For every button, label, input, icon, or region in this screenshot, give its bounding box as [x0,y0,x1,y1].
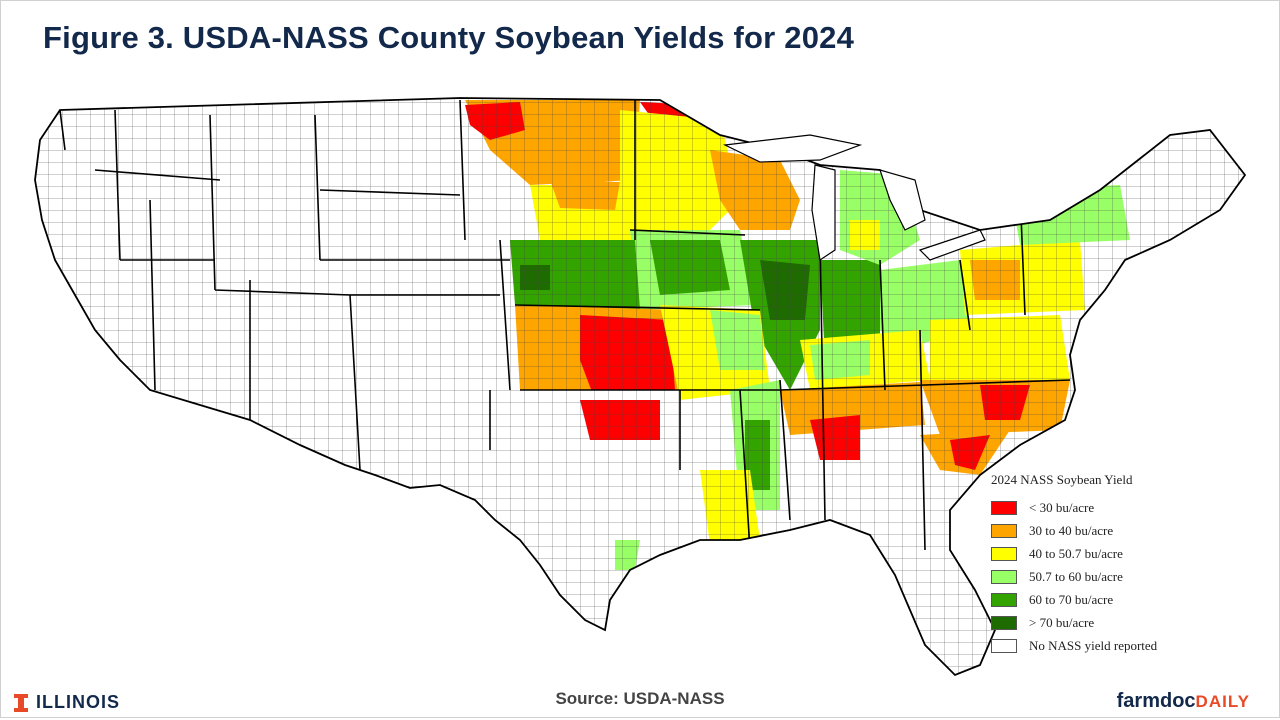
state-boundaries [59,99,1071,551]
illinois-wordmark: ILLINOIS [36,692,120,712]
great-lakes [722,134,986,262]
source-caption: Source: USDA-NASS [555,689,725,708]
legend-item: No NASS yield reported [985,634,1185,657]
legend-label: 50.7 to 60 bu/acre [1029,568,1123,584]
legend-label: 40 to 50.7 bu/acre [1029,545,1123,561]
block-i-icon [14,693,28,712]
lake-superior [722,134,863,163]
legend-label: < 30 bu/acre [1029,499,1095,515]
illinois-logo: ILLINOIS [14,692,120,713]
legend-label: 60 to 70 bu/acre [1029,591,1114,607]
legend-label: 30 to 40 bu/acre [1029,522,1114,538]
legend-item: > 70 bu/acre [985,611,1185,634]
legend-swatch [991,569,1017,584]
farmdoc-daily-logo: farmdocDAILY [1117,690,1250,713]
legend-swatch [991,592,1017,607]
lake-erie [918,229,986,261]
legend-item: 50.7 to 60 bu/acre [985,565,1185,588]
legend-item: < 30 bu/acre [985,496,1185,519]
us-outline [34,97,1247,677]
legend-swatch [991,615,1017,630]
legend-label: > 70 bu/acre [1029,614,1095,630]
legend-item: 60 to 70 bu/acre [985,588,1185,611]
legend-items: < 30 bu/acre 30 to 40 bu/acre 40 to 50.7 b… [985,496,1185,657]
legend-item: 40 to 50.7 bu/acre [985,542,1185,565]
farmdoc-wordmark: farmdoc [1116,690,1196,712]
lake-michigan [811,164,836,262]
map-legend: 2024 NASS Soybean Yield < 30 bu/acre 30 t… [985,472,1185,657]
legend-swatch [991,546,1017,561]
figure-title: Figure 3. USDA-NASS County Soybean Yield… [43,20,855,55]
lake-huron [879,169,926,231]
daily-wordmark: DAILY [1195,692,1250,711]
legend-title: 2024 NASS Soybean Yield [991,472,1133,487]
legend-swatch [991,638,1017,653]
legend-swatch [991,523,1017,538]
legend-label: No NASS yield reported [1029,637,1158,653]
us-county-yield-map [34,97,1247,677]
legend-swatch [991,500,1017,515]
legend-item: 30 to 40 bu/acre [985,519,1185,542]
